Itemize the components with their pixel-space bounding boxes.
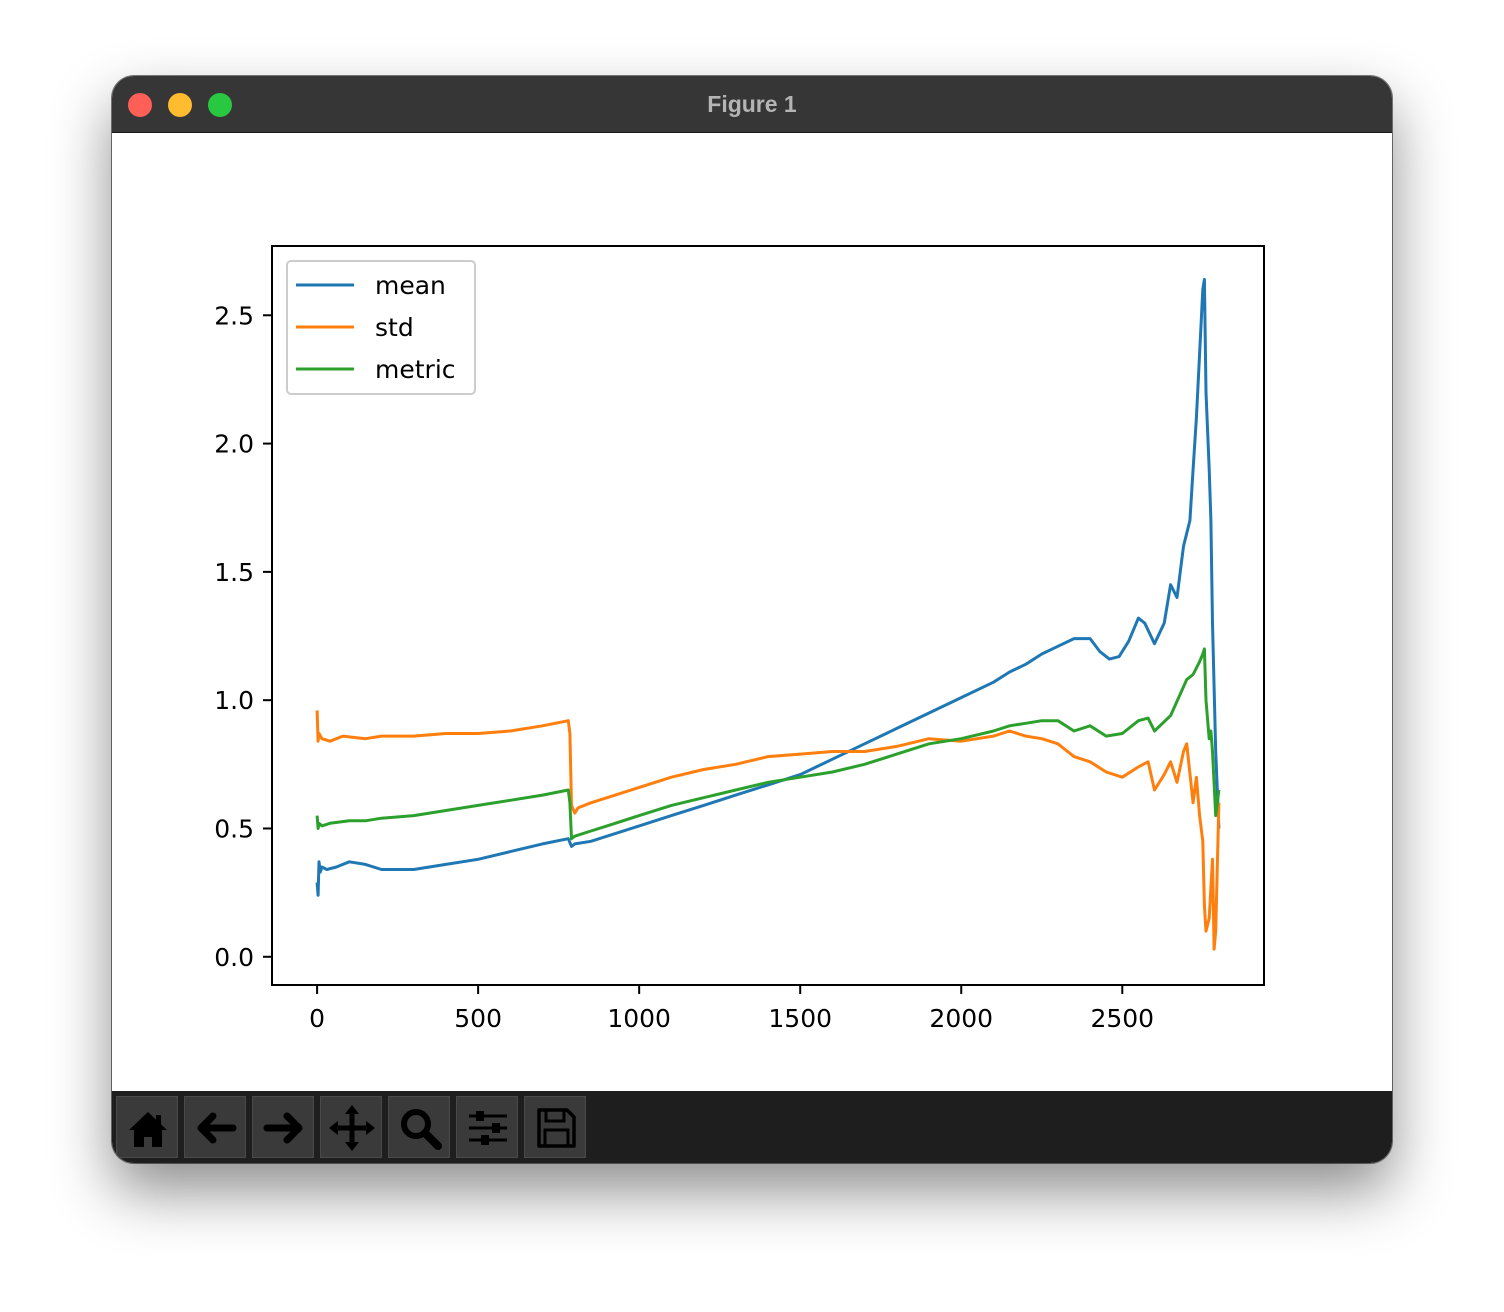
y-tick-label: 2.0: [214, 430, 254, 459]
back-button[interactable]: [184, 1096, 246, 1158]
magnifier-icon: [401, 1109, 442, 1150]
series-lines: [315, 277, 1221, 951]
home-button[interactable]: [116, 1096, 178, 1158]
y-tick-label: 0.5: [214, 814, 254, 843]
save-button[interactable]: [524, 1096, 586, 1158]
legend-label-std: std: [375, 313, 414, 342]
series-line-metric: [315, 647, 1221, 841]
maximize-window-button[interactable]: [208, 93, 232, 117]
legend: mean std metric: [286, 260, 476, 395]
navigation-toolbar: [112, 1091, 1392, 1163]
x-tick-label: 500: [454, 1004, 502, 1033]
x-tick-label: 1000: [607, 1004, 671, 1033]
y-tick-label: 1.5: [214, 558, 254, 587]
floppy-disk-icon: [537, 1108, 576, 1148]
legend-label-metric: metric: [375, 355, 456, 384]
home-icon: [129, 1112, 167, 1147]
axes-frame: [271, 245, 1265, 986]
sliders-icon: [469, 1111, 507, 1145]
y-tick-label: 1.0: [214, 686, 254, 715]
x-tick-label: 2500: [1090, 1004, 1154, 1033]
close-window-button[interactable]: [128, 93, 152, 117]
x-tick-label: 0: [309, 1004, 325, 1033]
x-tick-label: 1500: [768, 1004, 832, 1033]
figure-canvas[interactable]: 0 500 1000 1500 2000 2500 0.0 0.5 1.0 1.5 2.0 2.5 m…: [112, 133, 1392, 1091]
figure-window: Figure 1 0 500 1000 1500 2000 2500 0.0 0.5 1.0 1.…: [112, 76, 1392, 1163]
pan-button[interactable]: [320, 1096, 382, 1158]
arrow-right-icon: [263, 1112, 303, 1144]
y-tick-label: 0.0: [214, 943, 254, 972]
configure-subplots-button[interactable]: [456, 1096, 518, 1158]
y-tick-label: 2.5: [214, 301, 254, 330]
series-line-mean: [315, 277, 1221, 897]
series-line-std: [315, 710, 1221, 951]
window-title: Figure 1: [707, 91, 797, 117]
title-bar: Figure 1: [112, 76, 1392, 133]
axis-ticks: 0 500 1000 1500 2000 2500 0.0 0.5 1.0 1.5 2.0 2.5: [214, 301, 1154, 1033]
legend-box: [286, 260, 476, 395]
x-tick-label: 2000: [929, 1004, 993, 1033]
legend-label-mean: mean: [375, 271, 446, 300]
zoom-button[interactable]: [388, 1096, 450, 1158]
line-chart: 0 500 1000 1500 2000 2500 0.0 0.5 1.0 1.5 2.0 2.5 m…: [214, 245, 1265, 1033]
minimize-window-button[interactable]: [168, 93, 192, 117]
move-icon: [329, 1105, 375, 1151]
arrow-left-icon: [197, 1112, 237, 1144]
forward-button[interactable]: [252, 1096, 314, 1158]
